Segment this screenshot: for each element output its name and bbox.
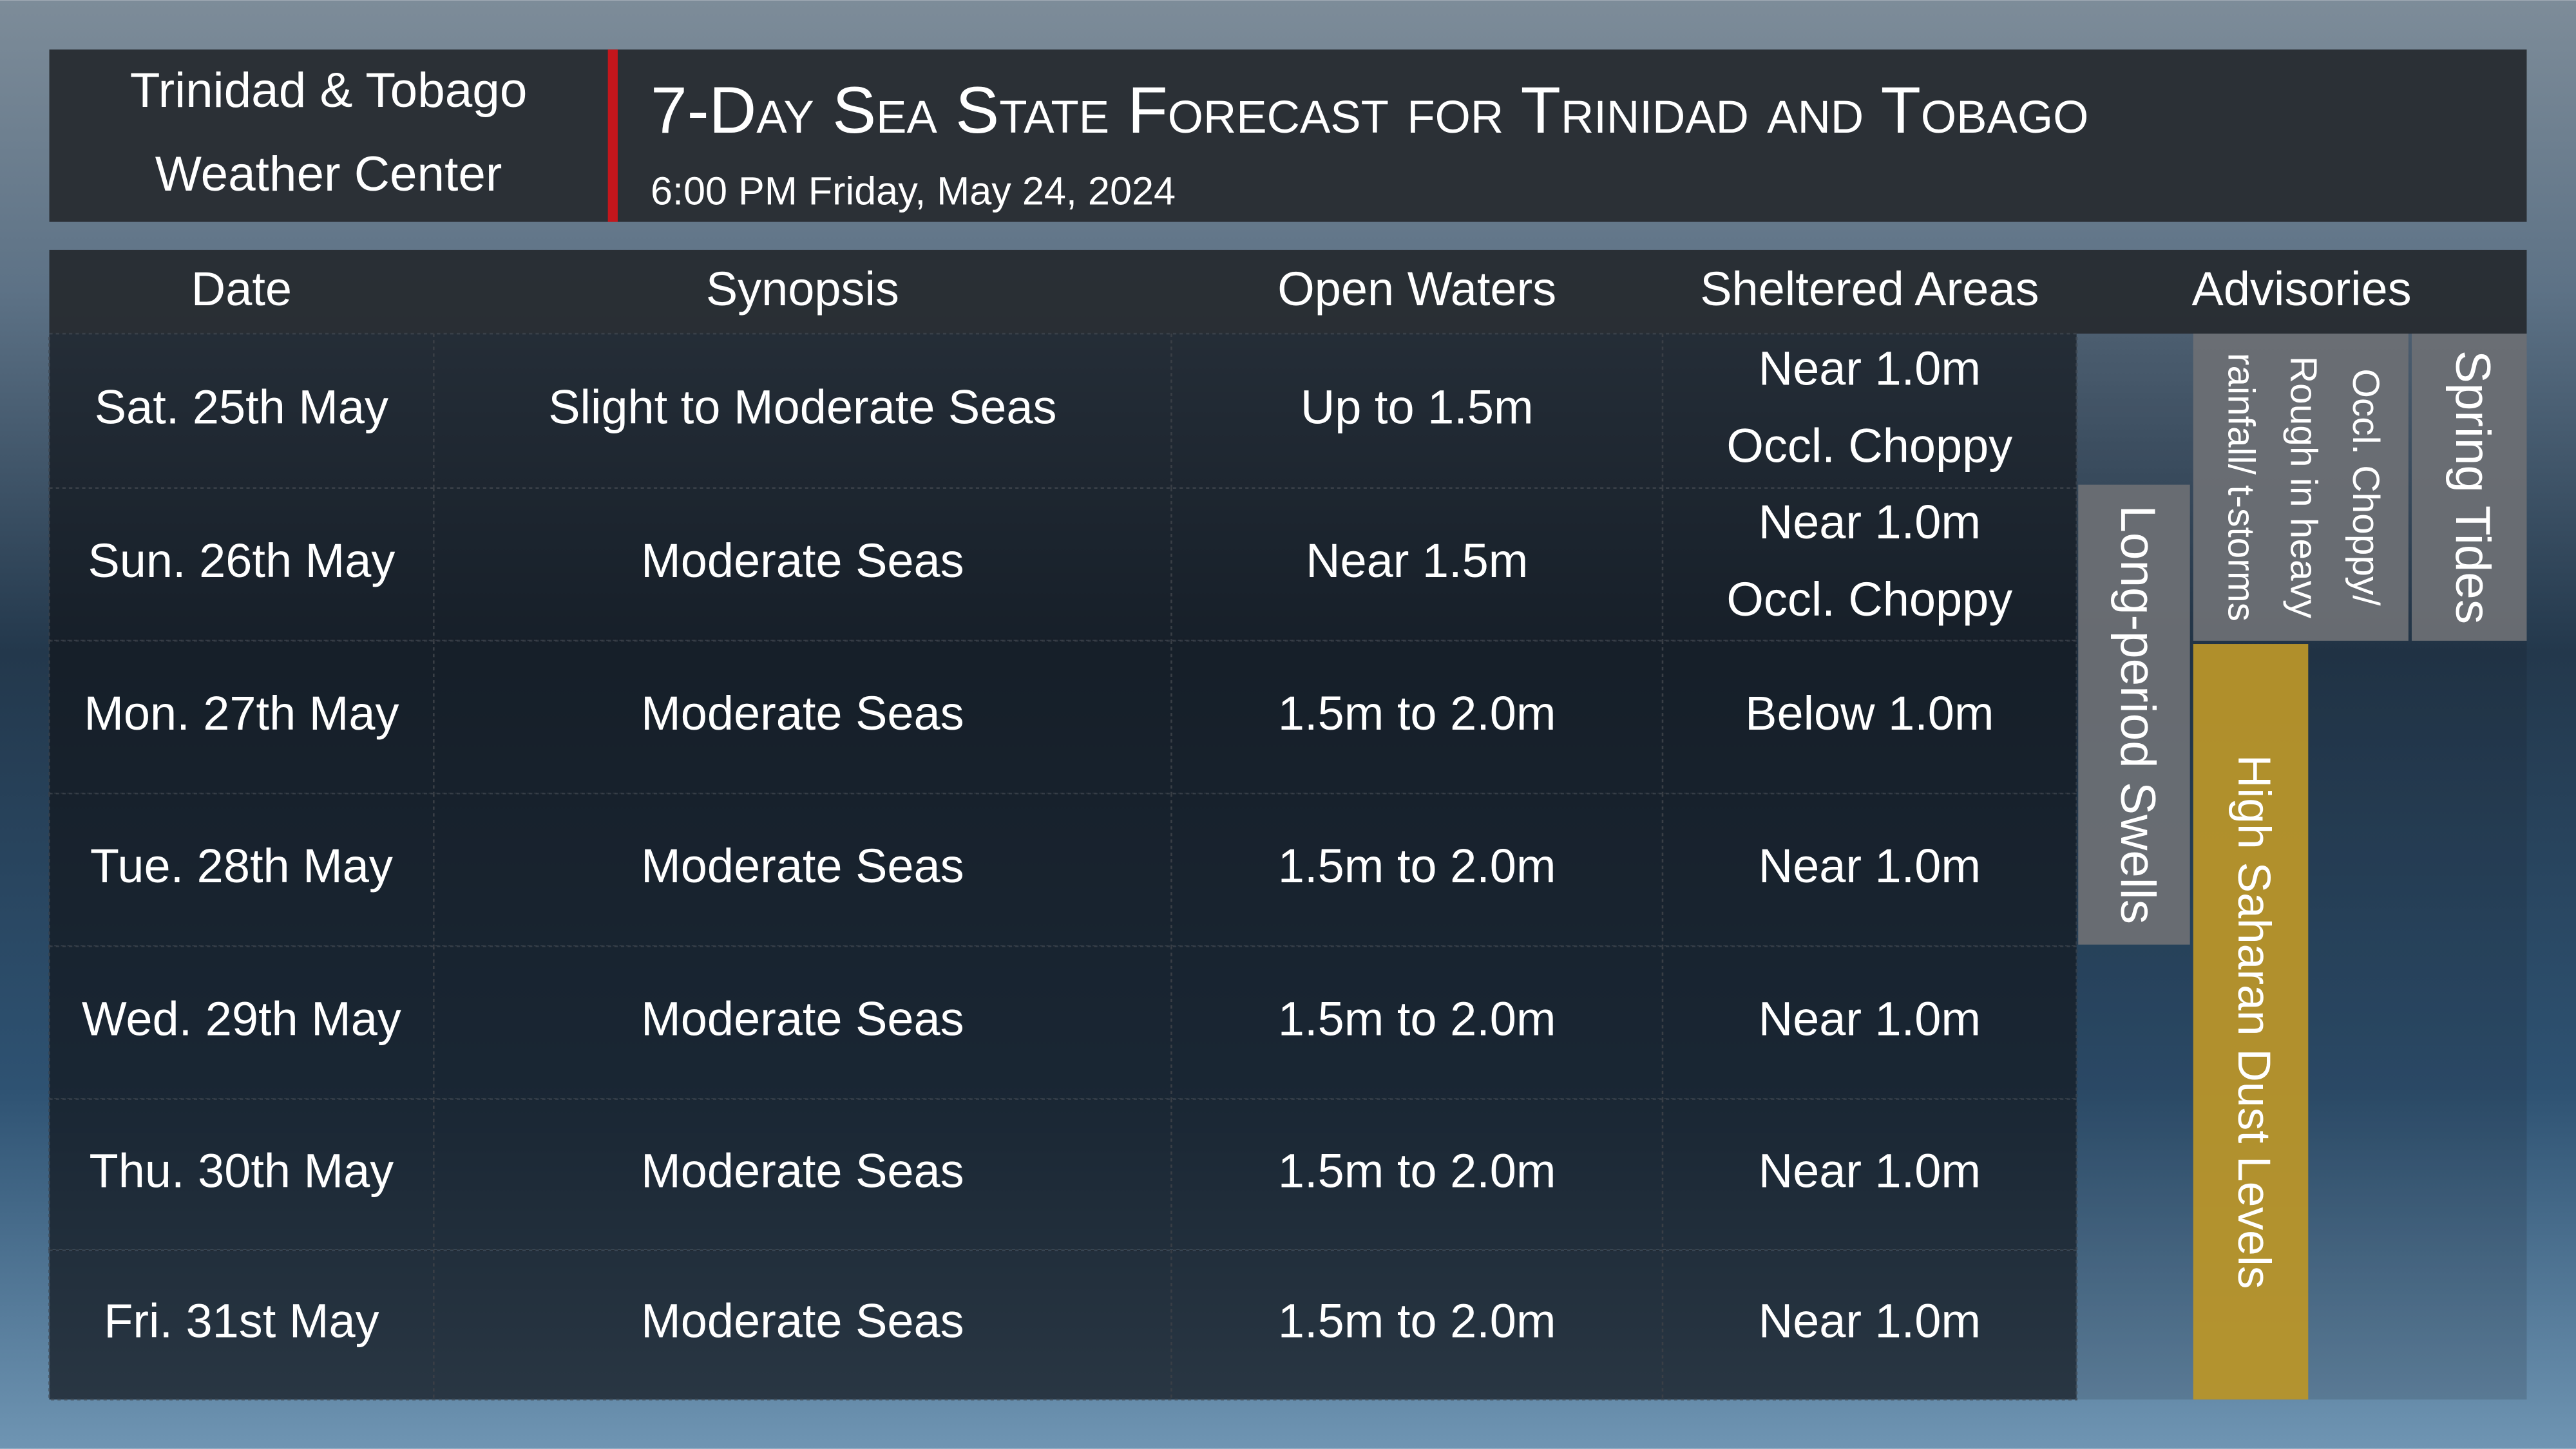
cell-text: Near 1.0m [1759, 1294, 1981, 1348]
cell-text: Slight to Moderate Seas [548, 380, 1056, 433]
table-header-bg [49, 249, 2527, 334]
cell-text: Fri. 31st May [104, 1294, 379, 1348]
cell-text: Near 1.0m [1759, 341, 1981, 395]
row-bg [48, 792, 2077, 947]
row-bg [48, 332, 2077, 489]
advisory-text: rainfall/ t-storms [2220, 353, 2262, 621]
advisory-box [2411, 334, 2527, 641]
cell-text: 1.5m to 2.0m [1278, 992, 1556, 1045]
cell-text: Wed. 29th May [82, 992, 401, 1045]
cell-text: Occl. Choppy [1726, 419, 2012, 472]
column-header: Sheltered Areas [1700, 262, 2039, 316]
cell-text: Sun. 26th May [88, 534, 395, 587]
header-bar [49, 49, 2527, 222]
column-header: Date [191, 262, 292, 316]
cell-text: Tue. 28th May [90, 839, 393, 893]
cell-text: Near 1.0m [1759, 992, 1981, 1045]
advisory-text: Rough in heavy [2282, 356, 2324, 619]
cell-text: Mon. 27th May [84, 687, 399, 740]
cell-text: 1.5m to 2.0m [1278, 1294, 1556, 1348]
cell-text: Moderate Seas [641, 687, 964, 740]
org-name: Weather Center [155, 147, 502, 202]
row-bg [48, 1249, 2077, 1401]
org-name: Trinidad & Tobago [130, 63, 528, 118]
row-bg [48, 639, 2077, 795]
cell-text: Near 1.5m [1306, 534, 1528, 587]
cell-text: 1.5m to 2.0m [1278, 1144, 1556, 1197]
cell-text: Moderate Seas [641, 1294, 964, 1348]
cell-text: Moderate Seas [641, 992, 964, 1045]
row-bg [48, 945, 2077, 1100]
column-header: Advisories [2192, 262, 2412, 316]
column-header: Open Waters [1277, 262, 1556, 316]
advisory-text: Spring Tides [2445, 350, 2500, 624]
cell-text: Moderate Seas [641, 1144, 964, 1197]
cell-text: Near 1.0m [1759, 1144, 1981, 1197]
advisory-box [2193, 644, 2309, 1400]
row-bg [48, 1098, 2077, 1251]
cell-text: Near 1.0m [1759, 839, 1981, 893]
advisory-text: Long-period Swells [2110, 505, 2165, 924]
advisory-box [2078, 484, 2190, 945]
cell-text: Moderate Seas [641, 839, 964, 893]
cell-text: Occl. Choppy [1726, 573, 2012, 626]
forecast-table: Date Synopsis Open Waters Sheltered Areas Ad… [48, 249, 2527, 1401]
advisory-text: Occl. Choppy/ [2345, 368, 2387, 606]
advisory-text: High Saharan Dust Levels [2228, 755, 2280, 1289]
timestamp: 6:00 PM Friday, May 24, 2024 [651, 169, 1176, 213]
cell-text: Sat. 25th May [95, 380, 388, 433]
cell-text: 1.5m to 2.0m [1278, 839, 1556, 893]
header-divider [607, 49, 618, 222]
cell-text: Moderate Seas [641, 534, 964, 587]
cell-text: 1.5m to 2.0m [1278, 687, 1556, 740]
column-header: Synopsis [706, 262, 899, 316]
advisory-box [2193, 334, 2409, 641]
cell-text: Thu. 30th May [90, 1144, 394, 1197]
title: 7-Day Sea State Forecast for Trinidad an… [651, 73, 2088, 147]
cell-text: Up to 1.5m [1301, 380, 1534, 433]
cell-text: Below 1.0m [1745, 687, 1994, 740]
cell-text: Near 1.0m [1759, 495, 1981, 549]
row-bg [48, 487, 2077, 642]
